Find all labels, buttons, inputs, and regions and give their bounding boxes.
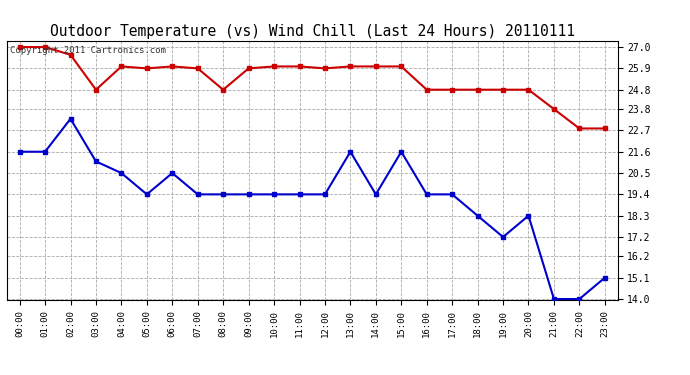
Text: Copyright 2011 Cartronics.com: Copyright 2011 Cartronics.com <box>10 46 166 56</box>
Title: Outdoor Temperature (vs) Wind Chill (Last 24 Hours) 20110111: Outdoor Temperature (vs) Wind Chill (Las… <box>50 24 575 39</box>
